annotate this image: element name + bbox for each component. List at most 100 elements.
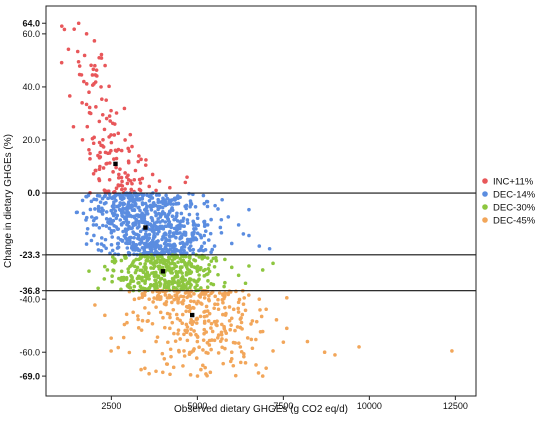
data-point	[186, 305, 190, 310]
data-point	[84, 82, 89, 86]
data-point	[75, 49, 80, 54]
data-point	[114, 156, 119, 161]
data-point	[103, 150, 108, 155]
data-point	[96, 248, 101, 252]
data-point	[156, 275, 160, 280]
data-point	[221, 361, 225, 366]
data-point	[140, 235, 145, 240]
data-point	[136, 192, 141, 197]
data-point	[204, 350, 208, 355]
data-point	[175, 316, 180, 321]
data-point	[142, 265, 146, 269]
data-point	[219, 231, 224, 235]
data-point	[190, 322, 194, 327]
data-point	[91, 141, 96, 146]
data-point	[118, 167, 122, 171]
data-point	[216, 272, 220, 277]
data-point	[162, 278, 167, 283]
data-point	[166, 284, 170, 288]
data-point	[126, 206, 130, 210]
data-point	[145, 238, 150, 243]
data-point	[97, 177, 101, 181]
data-point	[147, 277, 151, 281]
data-point	[122, 106, 127, 111]
data-point	[260, 374, 265, 378]
data-point	[233, 373, 238, 378]
data-point	[160, 351, 165, 356]
data-point	[249, 322, 253, 326]
data-point	[197, 273, 201, 277]
data-point	[160, 205, 165, 210]
data-point	[178, 318, 182, 323]
data-point	[202, 327, 207, 332]
data-point	[281, 340, 286, 344]
data-point	[128, 238, 132, 243]
data-point	[67, 94, 72, 98]
data-point	[111, 190, 116, 195]
data-point	[136, 281, 140, 285]
data-point	[98, 150, 102, 155]
data-point	[149, 215, 154, 220]
data-point	[155, 232, 160, 236]
data-point	[174, 264, 179, 269]
data-point	[102, 244, 106, 248]
data-point	[213, 203, 217, 208]
data-point	[94, 68, 99, 72]
data-point	[101, 145, 106, 149]
data-point	[77, 64, 82, 68]
data-point	[206, 266, 211, 271]
y-tick-label: 0.0	[27, 188, 40, 198]
data-point	[59, 60, 64, 65]
data-point	[147, 232, 152, 237]
data-point	[153, 271, 158, 276]
data-point	[62, 27, 67, 32]
data-point	[104, 189, 109, 194]
data-point	[148, 260, 153, 265]
data-point	[169, 280, 174, 284]
data-point	[222, 326, 227, 331]
data-point	[117, 207, 122, 212]
data-point	[206, 297, 211, 302]
centroid-marker	[113, 161, 118, 167]
data-point	[84, 194, 89, 199]
data-point	[97, 55, 101, 60]
data-point	[145, 235, 149, 240]
data-point	[157, 280, 162, 285]
data-point	[189, 263, 193, 268]
data-point	[109, 243, 114, 247]
data-point	[170, 300, 174, 305]
data-point	[142, 248, 147, 253]
data-point	[164, 193, 168, 198]
data-point	[264, 307, 268, 312]
data-point	[180, 284, 184, 288]
data-point	[136, 213, 140, 217]
data-point	[163, 220, 168, 224]
data-point	[138, 242, 142, 246]
data-point	[166, 340, 170, 345]
data-point	[120, 239, 125, 243]
data-point	[239, 320, 244, 325]
data-point	[118, 218, 123, 222]
data-point	[110, 121, 115, 126]
data-point	[192, 347, 196, 351]
data-point	[102, 277, 107, 281]
data-point	[197, 248, 201, 253]
data-point	[157, 179, 162, 183]
data-point	[133, 248, 138, 252]
data-point	[136, 314, 140, 318]
data-point	[137, 154, 141, 158]
data-point	[139, 367, 143, 372]
data-point	[130, 181, 134, 186]
data-point	[149, 283, 153, 288]
data-point	[109, 108, 113, 113]
data-point	[168, 312, 172, 317]
data-point	[241, 302, 246, 306]
data-point	[143, 281, 147, 285]
data-point	[169, 268, 174, 272]
data-point	[450, 349, 454, 353]
data-point	[198, 314, 203, 319]
data-point	[117, 172, 121, 177]
data-point	[182, 242, 186, 247]
data-point	[179, 211, 184, 216]
data-point	[168, 247, 172, 251]
